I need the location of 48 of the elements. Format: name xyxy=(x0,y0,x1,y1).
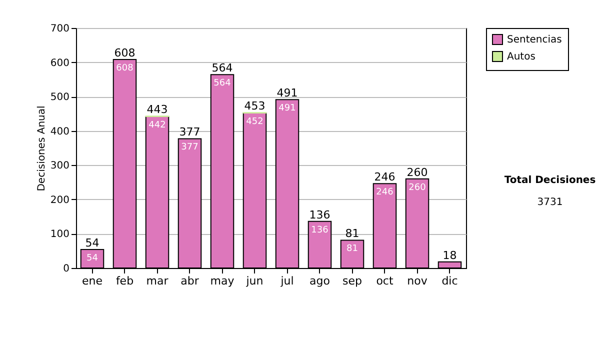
y-tick-label: 0 xyxy=(63,264,70,274)
legend-label: Autos xyxy=(507,52,536,62)
text: 3731 xyxy=(536,196,564,210)
y-tick-label: 200 xyxy=(50,194,70,206)
total-label: 81 xyxy=(345,227,360,240)
data-label: 608 xyxy=(116,64,134,74)
x-tick-label: may xyxy=(210,274,235,288)
data-label: 54 xyxy=(86,253,98,264)
x-tick-label: jul xyxy=(280,274,294,288)
y-tick-label: 700 xyxy=(50,24,70,34)
y-axis-title: Decisiones Anual xyxy=(36,106,48,192)
total-label: 260 xyxy=(406,166,428,179)
text: Total Decisiones xyxy=(503,174,597,188)
legend-label: Sentencias xyxy=(507,34,562,46)
total-label: 491 xyxy=(276,86,298,100)
y-tick-label: 600 xyxy=(50,58,70,69)
data-label: 442 xyxy=(148,120,166,130)
data-label: 246 xyxy=(376,188,394,198)
x-tick-label: oct xyxy=(376,274,394,288)
data-label: 260 xyxy=(408,182,426,193)
data-label: 564 xyxy=(214,78,232,89)
total-label: 608 xyxy=(114,46,136,60)
x-tick-label: sep xyxy=(342,274,362,288)
x-tick-label: nov xyxy=(407,274,428,288)
x-tick-label: ene xyxy=(82,274,103,288)
total-label: 377 xyxy=(179,126,200,139)
data-label: 491 xyxy=(278,104,296,114)
total-label: 246 xyxy=(374,170,396,184)
x-tick-label: feb xyxy=(116,274,134,288)
x-tick-label: abr xyxy=(180,274,200,288)
data-label: 377 xyxy=(181,142,198,153)
total-label: 443 xyxy=(146,103,168,116)
total-label: 18 xyxy=(442,248,457,262)
y-tick-label: 400 xyxy=(50,126,70,138)
total-label: 564 xyxy=(212,62,233,75)
x-tick-label: ago xyxy=(310,274,330,288)
y-tick-label: 500 xyxy=(50,92,70,104)
data-label: 452 xyxy=(246,117,264,128)
data-label: 136 xyxy=(311,225,329,236)
total-label: 453 xyxy=(244,100,266,113)
y-tick-label: 300 xyxy=(50,160,70,172)
total-label: 54 xyxy=(85,236,100,250)
total-label: 136 xyxy=(309,208,330,222)
y-tick-label: 100 xyxy=(50,229,70,240)
data-label: 81 xyxy=(346,244,358,254)
x-tick-label: jun xyxy=(245,274,264,288)
x-tick-label: dic xyxy=(442,274,458,288)
x-tick-label: mar xyxy=(146,274,169,288)
